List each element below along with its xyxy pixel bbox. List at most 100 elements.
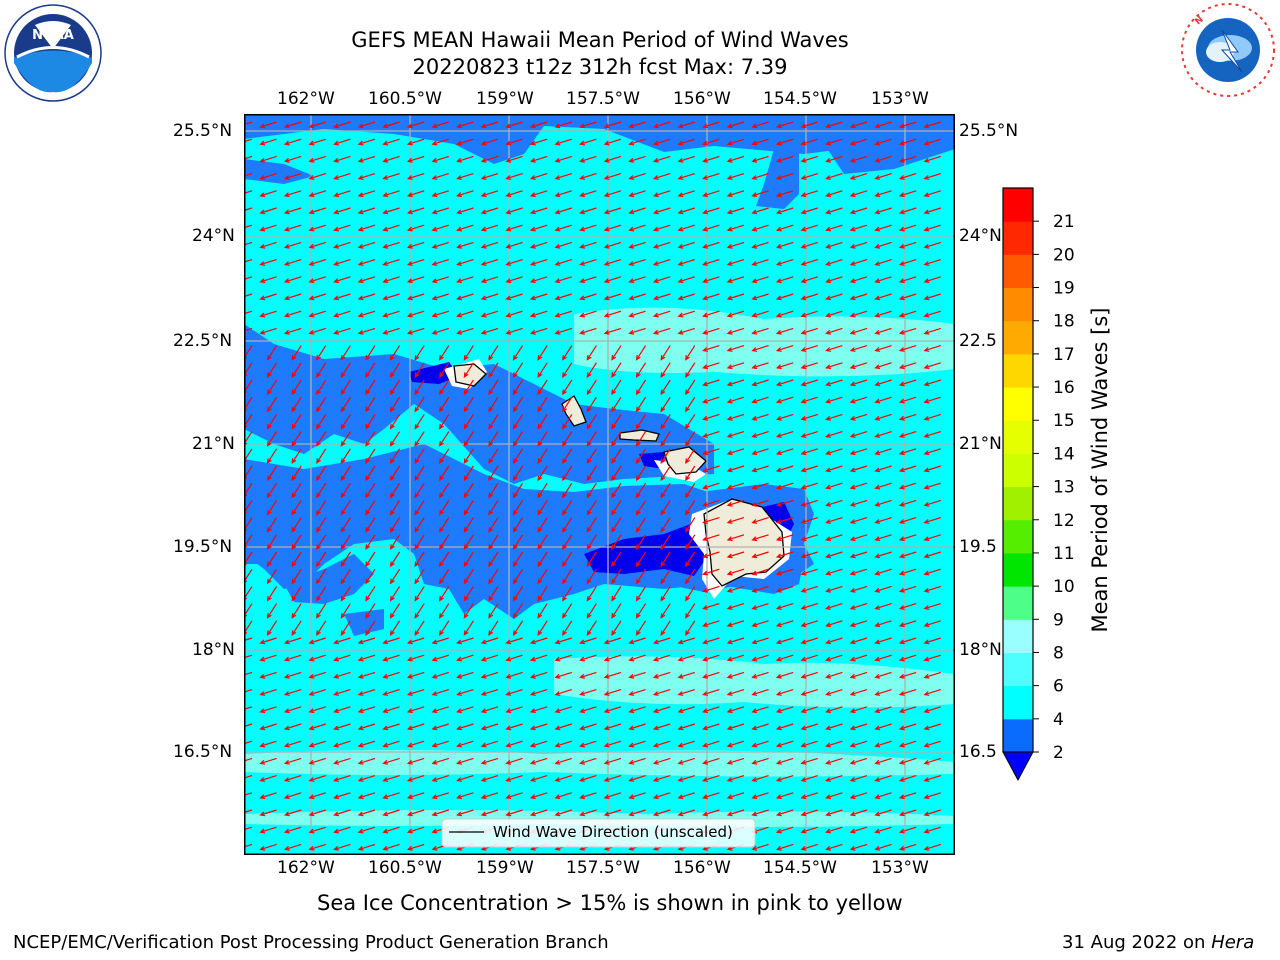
- wave-direction-arrow: [579, 792, 597, 800]
- wave-direction-arrow: [775, 293, 794, 301]
- wave-direction-arrow: [266, 568, 278, 585]
- wave-direction-arrow: [628, 654, 646, 662]
- wave-direction-arrow: [874, 293, 892, 301]
- wave-direction-arrow: [874, 362, 892, 370]
- wave-direction-arrow: [726, 173, 745, 180]
- wave-direction-arrow: [406, 327, 425, 335]
- wave-direction-arrow: [825, 620, 843, 628]
- wave-direction-arrow: [677, 654, 695, 662]
- wave-direction-arrow: [825, 465, 843, 473]
- wave-direction-arrow: [652, 173, 671, 180]
- wave-direction-arrow: [702, 121, 720, 129]
- wave-direction-arrow: [456, 637, 474, 645]
- wave-direction-arrow: [685, 517, 696, 533]
- wave-direction-arrow: [849, 534, 868, 542]
- wave-direction-arrow: [825, 723, 843, 731]
- wave-direction-arrow: [488, 362, 499, 378]
- wave-direction-arrow: [512, 448, 524, 464]
- wave-direction-arrow: [245, 293, 253, 297]
- colorbar-segment: [1003, 652, 1033, 687]
- wave-direction-arrow: [382, 654, 400, 662]
- wave-direction-arrow: [849, 775, 868, 782]
- wave-direction-arrow: [505, 259, 523, 266]
- wave-direction-arrow: [406, 723, 425, 731]
- wave-direction-arrow: [800, 706, 818, 714]
- wave-direction-arrow: [685, 362, 696, 378]
- lon-label-top: 160.5°W: [368, 89, 442, 109]
- wave-direction-arrow: [283, 259, 302, 266]
- wave-direction-arrow: [579, 327, 597, 335]
- wave-direction-arrow: [775, 568, 794, 576]
- wave-direction-arrow: [357, 792, 376, 800]
- wave-direction-arrow: [245, 551, 253, 566]
- colorbar-segment: [1003, 221, 1033, 255]
- wave-direction-arrow: [357, 740, 376, 748]
- wave-direction-arrow: [480, 121, 499, 129]
- wave-direction-arrow: [702, 637, 720, 645]
- wave-direction-arrow: [775, 740, 794, 748]
- wave-direction-arrow: [825, 224, 843, 232]
- wave-direction-arrow: [611, 379, 622, 396]
- wave-direction-arrow: [259, 310, 277, 318]
- wave-direction-arrow: [874, 517, 892, 524]
- wave-direction-arrow: [874, 121, 892, 129]
- wave-direction-arrow: [635, 362, 647, 378]
- wave-direction-arrow: [308, 310, 326, 318]
- wave-direction-arrow: [685, 620, 696, 636]
- colorbar-tick-label: 17: [1053, 345, 1075, 365]
- wave-direction-arrow: [456, 654, 474, 662]
- wave-direction-arrow: [800, 173, 818, 180]
- wave-direction-arrow: [825, 568, 843, 576]
- wave-direction-arrow: [628, 671, 646, 679]
- wave-direction-arrow: [414, 465, 425, 482]
- wave-direction-arrow: [800, 792, 818, 800]
- wave-direction-arrow: [726, 534, 745, 542]
- wave-direction-arrow: [775, 259, 794, 266]
- wave-direction-arrow: [898, 843, 917, 851]
- wave-direction-arrow: [537, 568, 548, 585]
- wave-direction-arrow: [439, 396, 450, 413]
- wave-direction-arrow: [751, 620, 769, 628]
- wave-direction-arrow: [751, 689, 769, 696]
- wave-direction-arrow: [825, 792, 843, 800]
- wave-direction-arrow: [365, 586, 376, 602]
- wave-direction-arrow: [726, 499, 745, 507]
- wave-direction-arrow: [382, 190, 400, 198]
- wave-direction-arrow: [480, 757, 499, 765]
- wave-direction-arrow: [702, 499, 720, 507]
- wave-direction-arrow: [512, 482, 524, 499]
- wave-direction-arrow: [308, 241, 326, 249]
- wave-direction-arrow: [635, 568, 647, 585]
- wave-direction-arrow: [463, 620, 474, 636]
- wave-direction-arrow: [849, 517, 868, 524]
- wave-direction-arrow: [480, 654, 499, 662]
- wave-direction-arrow: [291, 534, 302, 550]
- wave-direction-arrow: [439, 534, 450, 550]
- wave-direction-arrow: [702, 809, 720, 817]
- wave-direction-arrow: [382, 310, 400, 318]
- wave-direction-arrow: [923, 603, 941, 610]
- wave-direction-arrow: [266, 465, 278, 482]
- wave-direction-arrow: [702, 551, 720, 559]
- colorbar-segment: [1003, 619, 1033, 653]
- wave-direction-arrow: [685, 568, 696, 585]
- wave-direction-arrow: [554, 689, 572, 696]
- wave-direction-arrow: [628, 327, 646, 335]
- wave-direction-arrow: [898, 173, 917, 180]
- wave-direction-arrow: [800, 259, 818, 266]
- wave-direction-arrow: [406, 276, 425, 284]
- wave-direction-arrow: [308, 121, 326, 129]
- wave-direction-arrow: [603, 654, 622, 662]
- wave-direction-arrow: [825, 499, 843, 507]
- wave-direction-arrow: [849, 379, 868, 387]
- wave-direction-arrow: [825, 482, 843, 490]
- wave-direction-arrow: [259, 293, 277, 301]
- wave-direction-arrow: [537, 379, 548, 396]
- maui-island: [663, 446, 707, 475]
- wave-direction-arrow: [677, 173, 695, 180]
- wave-direction-arrow: [611, 551, 622, 568]
- wave-direction-arrow: [463, 448, 474, 464]
- wave-direction-arrow: [431, 173, 449, 180]
- wave-direction-arrow: [874, 224, 892, 232]
- wave-direction-arrow: [685, 465, 696, 482]
